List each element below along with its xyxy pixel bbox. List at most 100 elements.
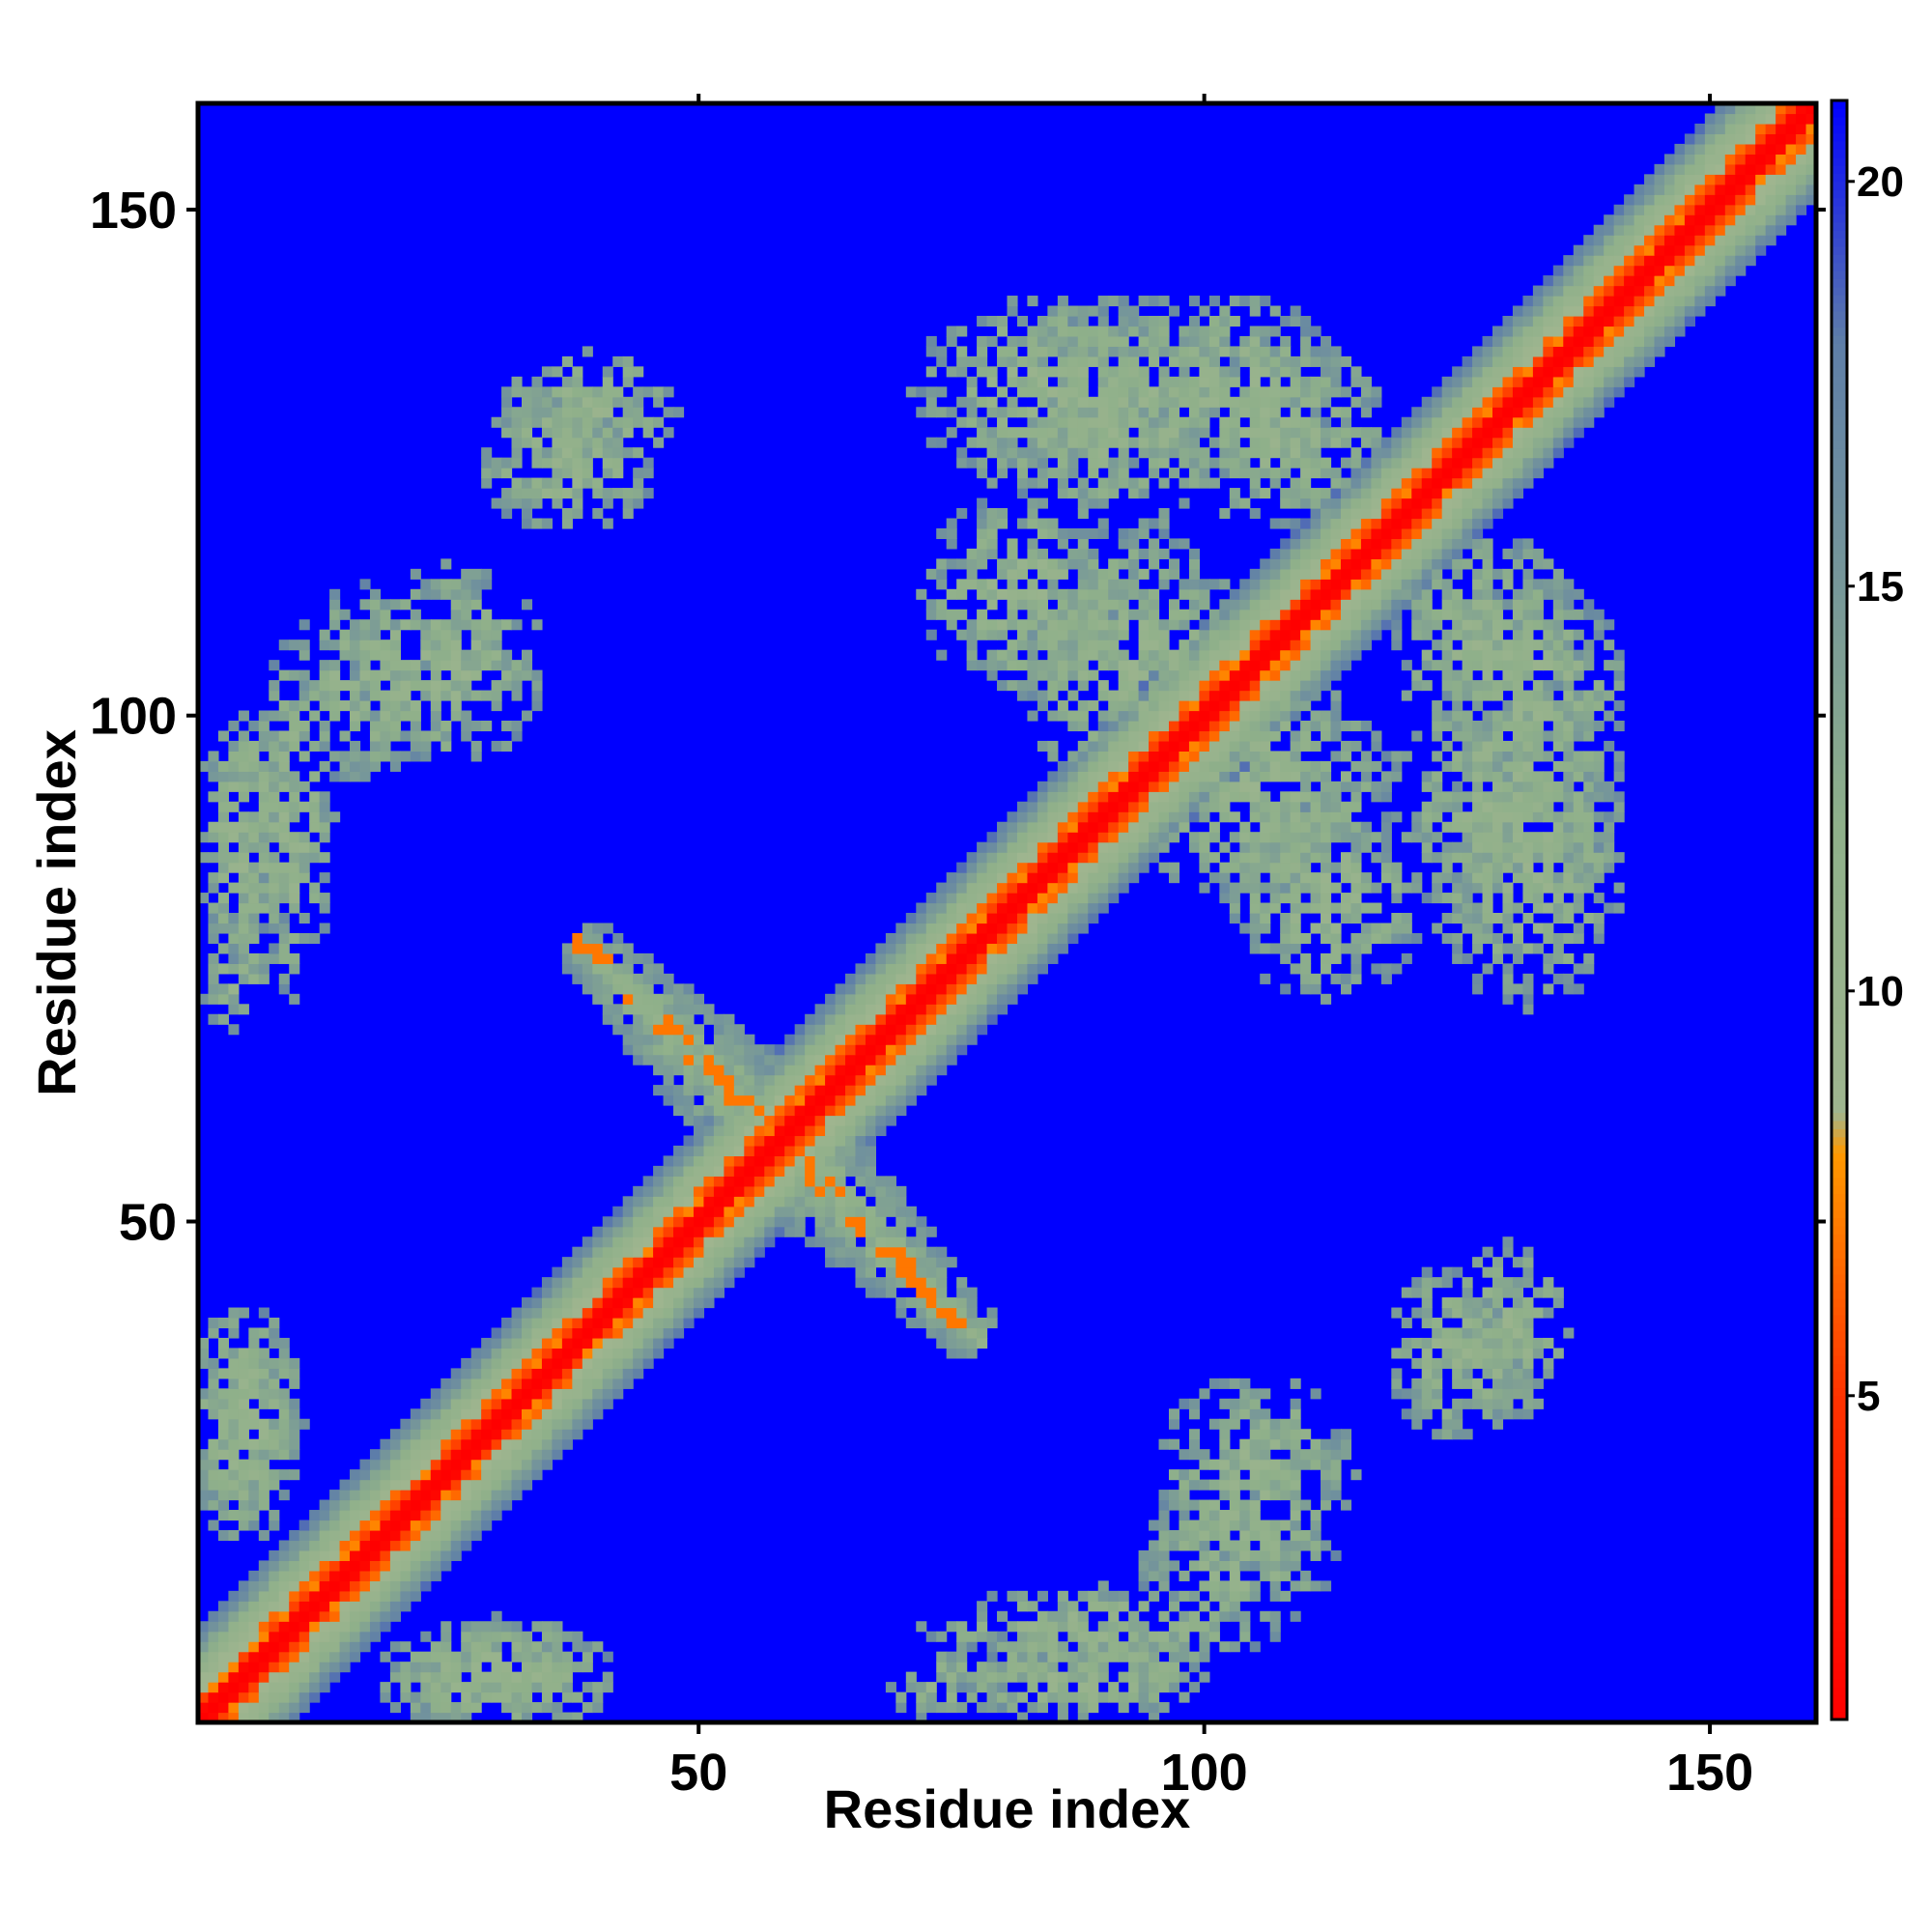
heatmap-cell <box>1380 588 1392 600</box>
heatmap-cell <box>511 1429 523 1440</box>
heatmap-cell <box>1502 579 1514 590</box>
heatmap-cell <box>380 1610 391 1622</box>
heatmap-cell <box>1260 902 1271 914</box>
heatmap-cell <box>1067 599 1079 611</box>
heatmap-cell <box>1169 680 1180 692</box>
heatmap-cell <box>1502 902 1514 914</box>
heatmap-cell <box>238 902 270 914</box>
heatmap-cell <box>238 872 249 884</box>
heatmap-cell <box>642 963 654 975</box>
heatmap-cell <box>1340 599 1352 611</box>
heatmap-cell <box>380 1682 391 1693</box>
heatmap-cell <box>1452 821 1473 833</box>
heatmap-cell <box>380 1570 391 1581</box>
heatmap-cell <box>1552 973 1564 984</box>
heatmap-cell <box>683 1196 695 1208</box>
heatmap-cell <box>602 1236 613 1248</box>
heatmap-cell <box>1552 791 1564 803</box>
heatmap-cell <box>461 660 482 671</box>
heatmap-cell <box>561 1297 573 1309</box>
heatmap-cell <box>1421 1348 1433 1359</box>
heatmap-cell <box>1269 872 1281 884</box>
heatmap-cell <box>1219 862 1231 873</box>
heatmap-cell <box>1360 599 1372 611</box>
heatmap-cell <box>470 1398 482 1409</box>
heatmap-cell <box>1158 1671 1170 1683</box>
heatmap-cell <box>855 1085 867 1096</box>
heatmap-cell <box>663 1287 674 1298</box>
heatmap-cell <box>592 983 604 995</box>
heatmap-cell <box>430 1438 441 1450</box>
heatmap-cell <box>1573 710 1584 722</box>
heatmap-cell <box>733 1115 745 1126</box>
heatmap-cell <box>511 1621 523 1633</box>
heatmap-cell <box>683 1226 695 1237</box>
heatmap-cell <box>946 1044 957 1056</box>
heatmap-cell <box>753 1246 765 1258</box>
heatmap-cell <box>1269 1418 1281 1430</box>
heatmap-cell <box>1057 801 1068 812</box>
heatmap-cell <box>885 1085 896 1096</box>
heatmap-cell <box>1300 821 1312 833</box>
heatmap-cell <box>430 680 441 692</box>
heatmap-cell <box>309 893 321 904</box>
heatmap-cell <box>440 1459 452 1470</box>
heatmap-cell <box>1371 760 1382 772</box>
heatmap-cell <box>875 1124 887 1137</box>
heatmap-cell <box>794 1226 806 1237</box>
heatmap-cell <box>1502 821 1514 833</box>
heatmap-cell <box>1391 882 1403 894</box>
heatmap-cell <box>1027 660 1038 671</box>
heatmap-cell <box>430 1570 441 1581</box>
heatmap-cell <box>1067 852 1079 864</box>
heatmap-cell <box>683 1155 695 1167</box>
heatmap-cell <box>622 952 634 964</box>
heatmap-cell <box>511 1348 523 1359</box>
heatmap-cell <box>1260 943 1271 954</box>
heatmap-cell <box>1543 781 1554 792</box>
heatmap-cell <box>228 1378 240 1389</box>
heatmap-cell <box>946 1348 957 1359</box>
heatmap-cell <box>1522 760 1534 772</box>
heatmap-cell <box>1219 801 1231 812</box>
heatmap-cell <box>1452 619 1463 631</box>
heatmap-cell <box>1027 1651 1038 1662</box>
heatmap-cell <box>1604 740 1615 752</box>
heatmap-cell <box>1300 791 1312 803</box>
heatmap-cell <box>217 1651 230 1662</box>
heatmap-cell <box>663 1297 674 1309</box>
heatmap-cell <box>1199 588 1210 600</box>
heatmap-cell <box>724 1034 735 1045</box>
heatmap-cell <box>1108 1601 1120 1612</box>
heatmap-cell <box>1472 791 1484 803</box>
heatmap-cell <box>713 1115 724 1126</box>
heatmap-cell <box>916 1246 927 1258</box>
heatmap-cell <box>1158 1560 1170 1572</box>
heatmap-cell <box>369 740 382 752</box>
heatmap-cell <box>966 952 978 964</box>
heatmap-cell <box>309 1560 321 1572</box>
heatmap-cell <box>1088 1671 1099 1683</box>
heatmap-cell <box>238 943 249 954</box>
heatmap-cell <box>1158 730 1170 742</box>
heatmap-cell <box>1128 1651 1140 1662</box>
heatmap-cell <box>1057 913 1068 924</box>
heatmap-cell <box>753 1196 765 1208</box>
heatmap-cell <box>1208 832 1220 843</box>
heatmap-cell <box>1502 1246 1514 1258</box>
heatmap-cell <box>805 1135 816 1147</box>
heatmap-cell <box>350 1621 361 1633</box>
heatmap-cell <box>1239 700 1251 712</box>
heatmap-cell <box>470 1691 482 1703</box>
heatmap-cell <box>1118 720 1129 732</box>
heatmap-cell <box>217 1490 230 1501</box>
heatmap-cell <box>1249 700 1261 712</box>
heatmap-cell <box>410 1662 421 1673</box>
heatmap-cell <box>1462 852 1473 864</box>
heatmap-cell <box>936 893 948 904</box>
heatmap-cell <box>1290 872 1301 884</box>
heatmap-cell <box>238 1378 249 1389</box>
heatmap-cell <box>1088 639 1099 651</box>
heatmap-cell <box>1229 730 1240 742</box>
heatmap-cell <box>248 913 260 924</box>
